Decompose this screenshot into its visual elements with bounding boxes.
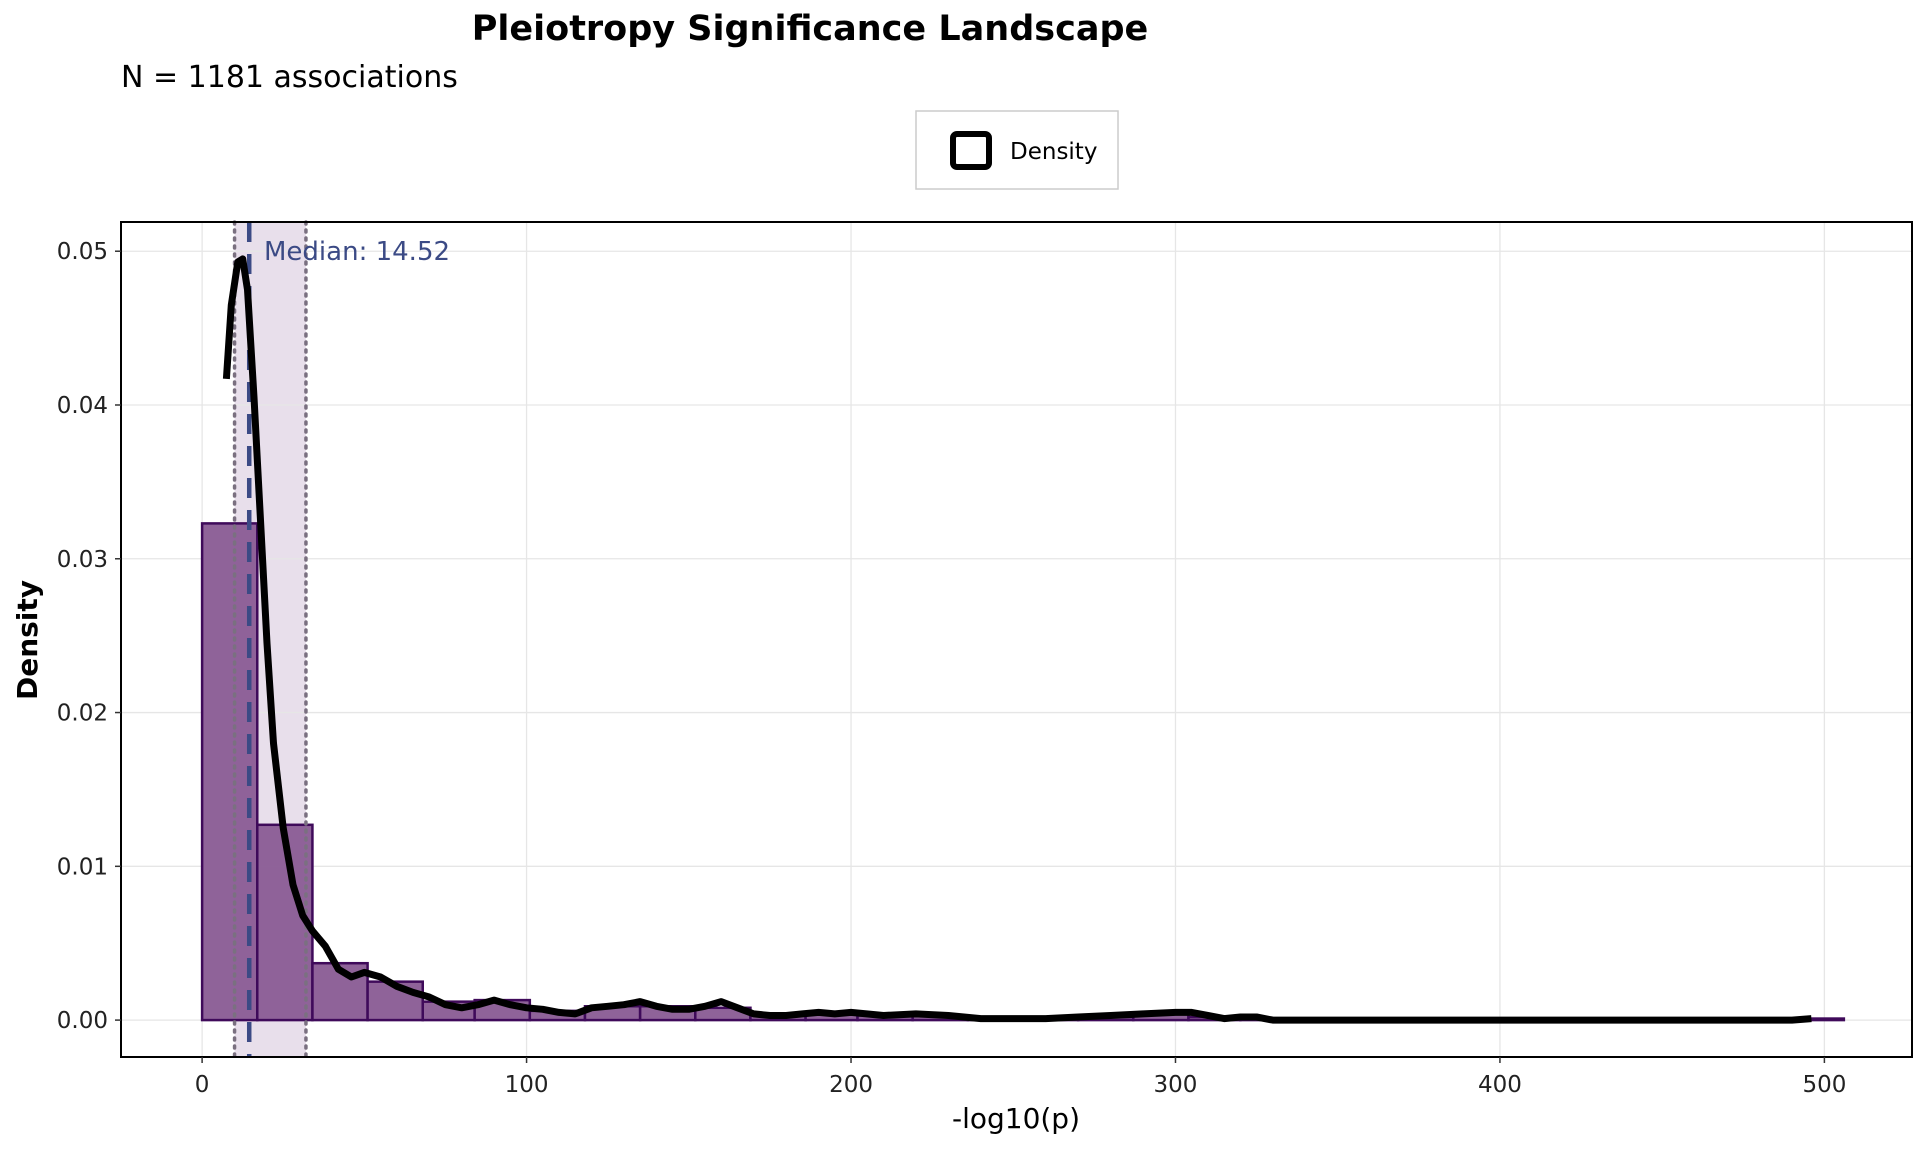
y-tick-label: 0.03	[57, 547, 108, 573]
legend-key-density	[950, 131, 992, 170]
plot-border	[120, 221, 1913, 1058]
y-tick-label: 0.01	[57, 854, 108, 880]
y-axis-ticks: 0.00 0.01 0.02 0.03 0.04 0.05	[57, 239, 121, 1034]
legend-label-density: Density	[1010, 139, 1097, 165]
histogram-bars	[200, 522, 1846, 1022]
y-axis-title: Density	[11, 580, 44, 700]
density-curve-layer	[222, 255, 1812, 1024]
x-tick-label: 300	[1154, 1072, 1198, 1098]
x-tick-label: 0	[195, 1072, 210, 1098]
y-tick-label: 0.05	[57, 239, 108, 265]
x-tick-label: 500	[1802, 1072, 1846, 1098]
x-tick-label: 100	[505, 1072, 549, 1098]
grid-layer	[121, 222, 1912, 1057]
legend-box	[915, 110, 1119, 190]
chart-title: Pleiotropy Significance Landscape	[472, 9, 1148, 49]
x-axis-title: -log10(p)	[952, 1102, 1080, 1135]
x-tick-label: 200	[829, 1072, 873, 1098]
legend: Density	[915, 110, 1119, 190]
density-curve	[222, 255, 1812, 1024]
y-tick-label: 0.02	[57, 701, 108, 727]
x-axis-ticks: 0 100 200 300 400 500	[195, 1057, 1846, 1098]
median-label: Median: 14.52	[264, 237, 450, 267]
x-tick-label: 400	[1478, 1072, 1522, 1098]
y-tick-label: 0.00	[57, 1008, 108, 1034]
chart-subtitle: N = 1181 associations	[121, 60, 458, 95]
y-tick-label: 0.04	[57, 393, 108, 419]
